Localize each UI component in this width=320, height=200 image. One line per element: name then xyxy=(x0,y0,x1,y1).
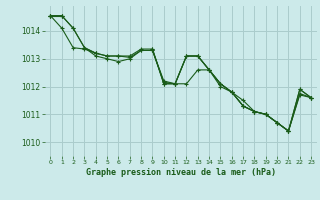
X-axis label: Graphe pression niveau de la mer (hPa): Graphe pression niveau de la mer (hPa) xyxy=(86,168,276,177)
